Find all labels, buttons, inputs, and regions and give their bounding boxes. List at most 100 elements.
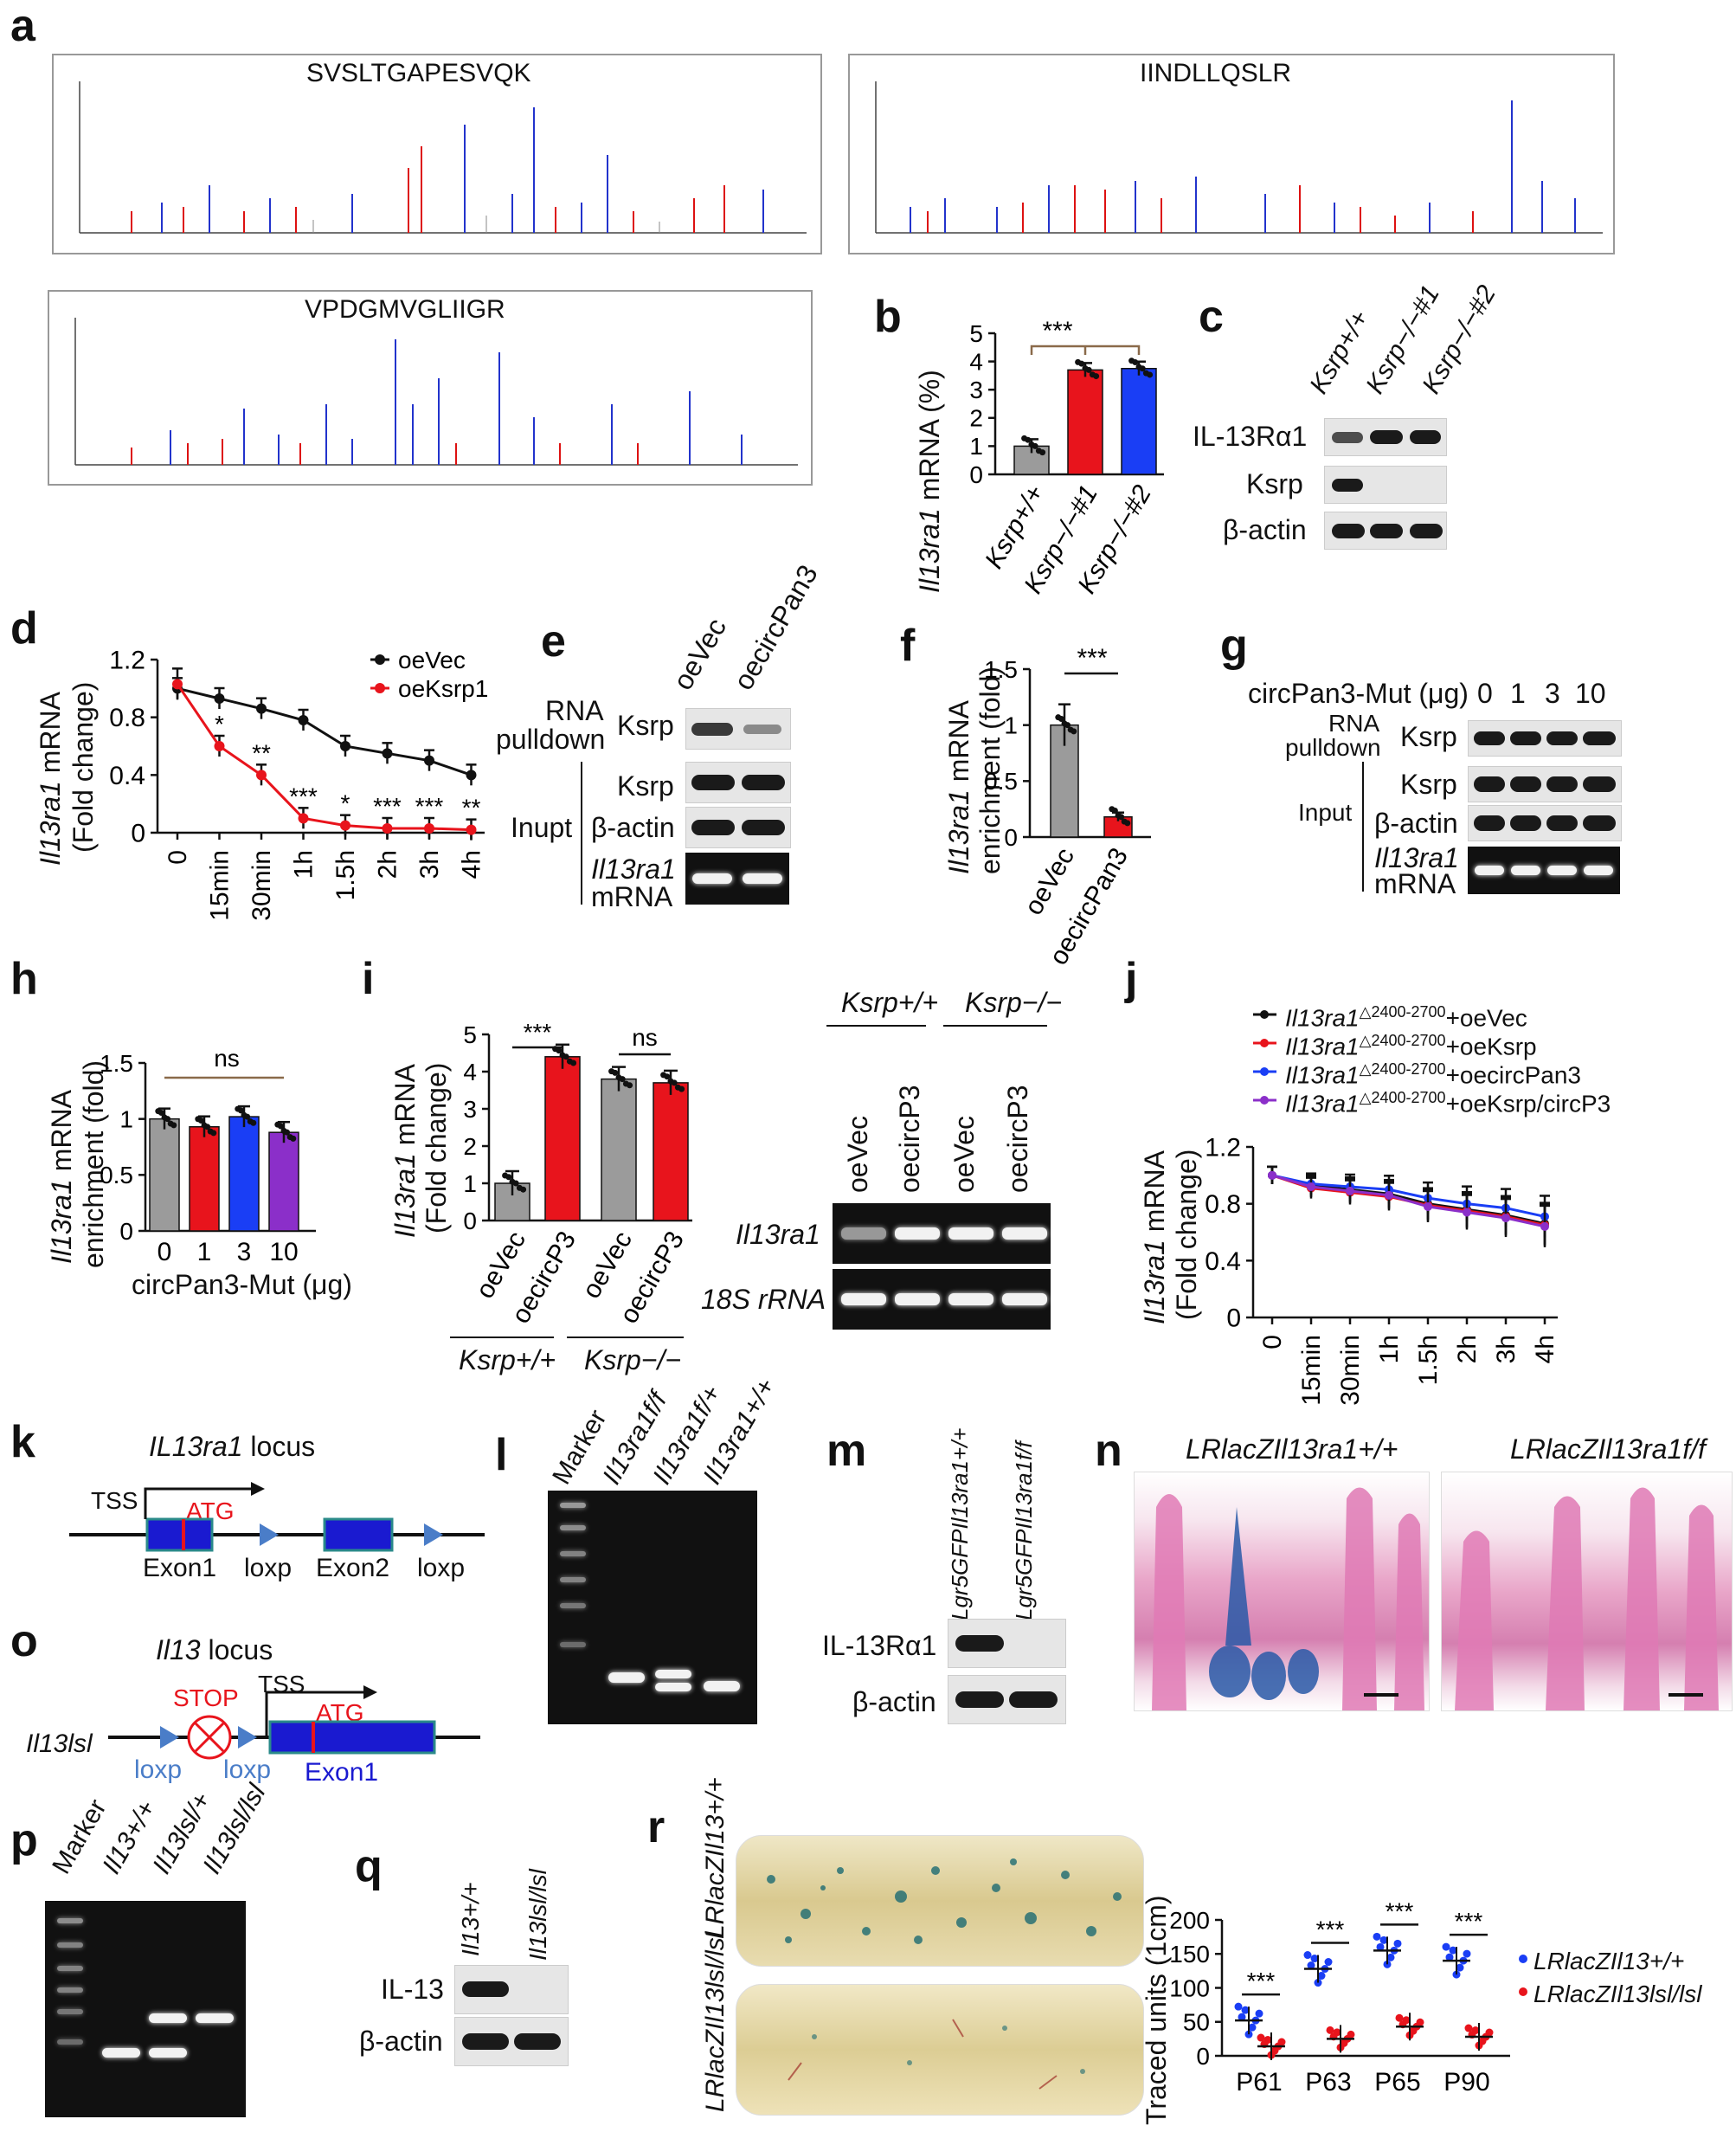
- h-xtick-label-2: 3: [237, 1238, 252, 1266]
- d-sig-7: **: [462, 795, 481, 821]
- r-s0-c1-dot-3: [1317, 1972, 1326, 1981]
- r-ytick-label-1: 50: [1183, 2009, 1210, 2036]
- f-ytick-label-0: 0: [1004, 824, 1018, 851]
- r-s0-c3-dot-5: [1449, 1946, 1457, 1955]
- panel-label-k: k: [10, 1417, 35, 1467]
- r-legend-1: LRlacZIl13lsl/lsl: [1533, 1981, 1702, 2007]
- f-ytick-label-2: 1: [1004, 712, 1018, 738]
- i-sig2: ns: [632, 1024, 658, 1051]
- h-xtick-label-0: 0: [158, 1238, 172, 1266]
- ms-spectrum-1: SVSLTGAPESVQK: [52, 54, 822, 254]
- n-histology-ko: [1441, 1472, 1733, 1711]
- d-s1-point-0: [172, 679, 183, 690]
- panel-label-d: d: [10, 603, 38, 654]
- b-sig: ***: [1042, 317, 1072, 345]
- d-xtick-label-4: 1.5h: [331, 850, 360, 900]
- peptide-2: IINDLLQSLR: [1140, 59, 1292, 87]
- peptide-3: VPDGMVGLIIGR: [305, 295, 505, 324]
- j-legend-1: Il13ra1△2400-2700+oeKsrp: [1285, 1032, 1537, 1060]
- d-s0-point-3: [298, 715, 309, 725]
- k-loxp2: loxp: [417, 1554, 466, 1582]
- o-exon1-box: [268, 1720, 436, 1755]
- g-blot-actin: [1468, 805, 1622, 841]
- l-gel: [548, 1491, 757, 1724]
- b-bar-2-dot-5: [1147, 371, 1154, 378]
- d-s0-point-4: [340, 741, 350, 751]
- d-s0-point-1: [214, 693, 225, 704]
- o-loxp1: loxp: [134, 1755, 183, 1784]
- i-bar-2-dot-3: [612, 1069, 619, 1076]
- n-title-1: LRlacZIl13ra1f/f: [1510, 1433, 1706, 1465]
- chart-d: 00.40.81.20 15min 30min 1h 1.5h 2h 3h 4h****** *…: [109, 647, 488, 921]
- c-blot-ksrp: [1324, 466, 1447, 504]
- d-ytick-label-3: 1.2: [109, 647, 145, 675]
- q-blot-il13: [454, 1965, 569, 2014]
- r-s1-c3-dot-0: [1464, 2024, 1473, 2032]
- ms-spectrum-2-svg: [875, 81, 1603, 234]
- d-s1-point-2: [256, 770, 267, 781]
- d-s1-point-3: [298, 813, 309, 824]
- d-s0-point-6: [424, 755, 434, 766]
- r-s0-c3-dot-3: [1456, 1963, 1464, 1972]
- j-series-line-3: [1271, 1174, 1546, 1228]
- b-ytick-label-1: 1: [969, 433, 983, 460]
- j-ytick-label-3: 1.2: [1205, 1134, 1241, 1163]
- h-bar-2: [228, 1116, 260, 1232]
- j-legend-marker-3: [1260, 1096, 1269, 1105]
- panel-label-b: b: [874, 292, 902, 342]
- j-legend-marker-1: [1260, 1039, 1269, 1047]
- d-series-line-1: [176, 683, 472, 832]
- g-gel-il13ra1: [1468, 847, 1620, 894]
- d-series-line-0: [177, 686, 472, 776]
- h-bar-0-dot-3: [158, 1109, 164, 1116]
- panel-label-q: q: [355, 1841, 383, 1891]
- m-row-1: β-actin: [852, 1686, 936, 1717]
- g-group1b: pulldown: [1285, 734, 1381, 761]
- h-bar-1-dot-5: [210, 1130, 217, 1137]
- b-ytick-label-5: 5: [969, 320, 983, 347]
- h-bar-0: [149, 1118, 180, 1232]
- j-legend-2: Il13ra1△2400-2700+oecircPan3: [1285, 1060, 1581, 1089]
- m-blot-il13ra1: [948, 1619, 1066, 1668]
- b-bar-0-dot-5: [1039, 449, 1046, 456]
- e-group2: Inupt: [511, 812, 573, 843]
- g-group1: RNA: [1328, 710, 1380, 737]
- h-bar-2-dot-4: [244, 1113, 251, 1120]
- j-ytick-label-2: 0.8: [1205, 1190, 1241, 1219]
- r-sig-3: ***: [1455, 1908, 1483, 1935]
- o-stop: STOP: [173, 1684, 239, 1711]
- j-xtick-label-6: 3h: [1492, 1335, 1521, 1363]
- d-ytick-label-0: 0: [131, 820, 145, 848]
- e-blot-actin: [685, 807, 791, 848]
- ms-spectrum-1-svg: [79, 81, 807, 234]
- panel-label-i: i: [362, 954, 375, 1004]
- d-s1-point-7: [466, 824, 477, 835]
- j-legend-marker-2: [1260, 1067, 1269, 1076]
- d-legend-label-1: oeKsrp1: [398, 675, 488, 702]
- j-s3-point-7: [1540, 1221, 1549, 1231]
- i-bar-1-dot-3: [556, 1047, 563, 1054]
- panel-label-c: c: [1199, 292, 1224, 342]
- g-blot-pulldown: [1468, 720, 1622, 757]
- h-bar-1: [189, 1125, 220, 1232]
- b-bar-1-dot-4: [1085, 366, 1092, 373]
- i-gel-group-lines: [826, 1025, 1047, 1027]
- g-group2: Input: [1298, 799, 1353, 826]
- r-xtick-label-0: P61: [1236, 2068, 1282, 2097]
- panel-label-o: o: [10, 1616, 38, 1666]
- j-ytick-label-1: 0.4: [1205, 1247, 1241, 1276]
- d-ytick-label-2: 0.8: [109, 704, 145, 732]
- ms-spectrum-3: VPDGMVGLIIGR: [48, 290, 813, 486]
- k-exon1-box: [145, 1517, 214, 1552]
- d-xtick-label-7: 4h: [458, 850, 486, 879]
- f-bar-1-dot-5: [1124, 820, 1131, 827]
- g-title: circPan3-Mut (μg): [1248, 678, 1469, 709]
- d-legend-marker-0: [375, 654, 385, 665]
- k-loxp1-arrow: [260, 1523, 279, 1546]
- b-ytick-label-3: 3: [969, 377, 983, 403]
- o-loxp2-arrow: [238, 1726, 257, 1749]
